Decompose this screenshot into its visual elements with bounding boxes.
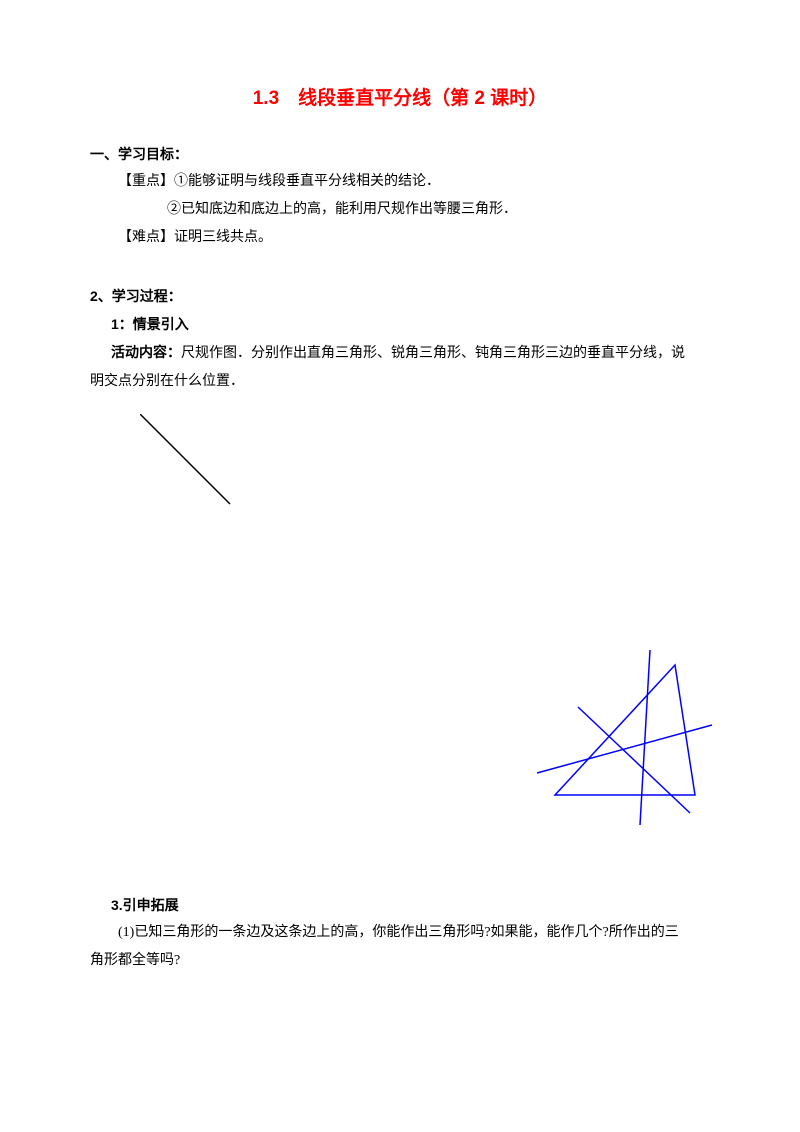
- activity-line-1: 活动内容：尺规作图．分别作出直角三角形、锐角三角形、钝角三角形三边的垂直平分线，…: [90, 338, 710, 368]
- figure-line-segment: [140, 414, 710, 525]
- section-3-heading: 3.引申拓展: [90, 891, 710, 919]
- keypoint-line-2: ②已知底边和底边上的高，能利用尺规作出等腰三角形．: [90, 196, 710, 224]
- example-2-block: [90, 635, 710, 835]
- diagonal-line: [140, 414, 230, 504]
- line-pq: [537, 725, 712, 773]
- line-mn: [640, 650, 650, 825]
- activity-label: 活动内容：: [111, 344, 181, 360]
- triangle-diagram: [520, 645, 720, 851]
- activity-text-1: 尺规作图．分别作出直角三角形、锐角三角形、钝角三角形三边的垂直平分线，说: [181, 346, 685, 361]
- keypoint-1-text: ①能够证明与线段垂直平分线相关的结论．: [174, 174, 440, 189]
- keypoint-line-1: 【重点】①能够证明与线段垂直平分线相关的结论．: [90, 168, 710, 196]
- question-1-line-a: (1)已知三角形的一条边及这条边上的高，你能作出三角形吗?如果能，能作几个?所作…: [90, 919, 710, 947]
- difficulty-label: 【难点】: [118, 230, 174, 245]
- difficulty-text: 证明三线共点。: [174, 230, 272, 245]
- sub-1-heading: 1：情景引入: [90, 310, 710, 338]
- section-1-heading: 一、学习目标：: [90, 140, 710, 168]
- triangle-abc: [555, 665, 695, 795]
- difficulty-line: 【难点】证明三线共点。: [90, 224, 710, 252]
- activity-line-2: 明交点分别在什么位置．: [90, 368, 710, 396]
- question-1-line-b: 角形都全等吗?: [90, 947, 710, 975]
- page-title: 1.3 线段垂直平分线（第 2 课时）: [90, 80, 710, 118]
- line-ef: [578, 707, 690, 813]
- section-2-heading: 2、学习过程：: [90, 282, 710, 310]
- keypoint-label: 【重点】: [118, 174, 174, 189]
